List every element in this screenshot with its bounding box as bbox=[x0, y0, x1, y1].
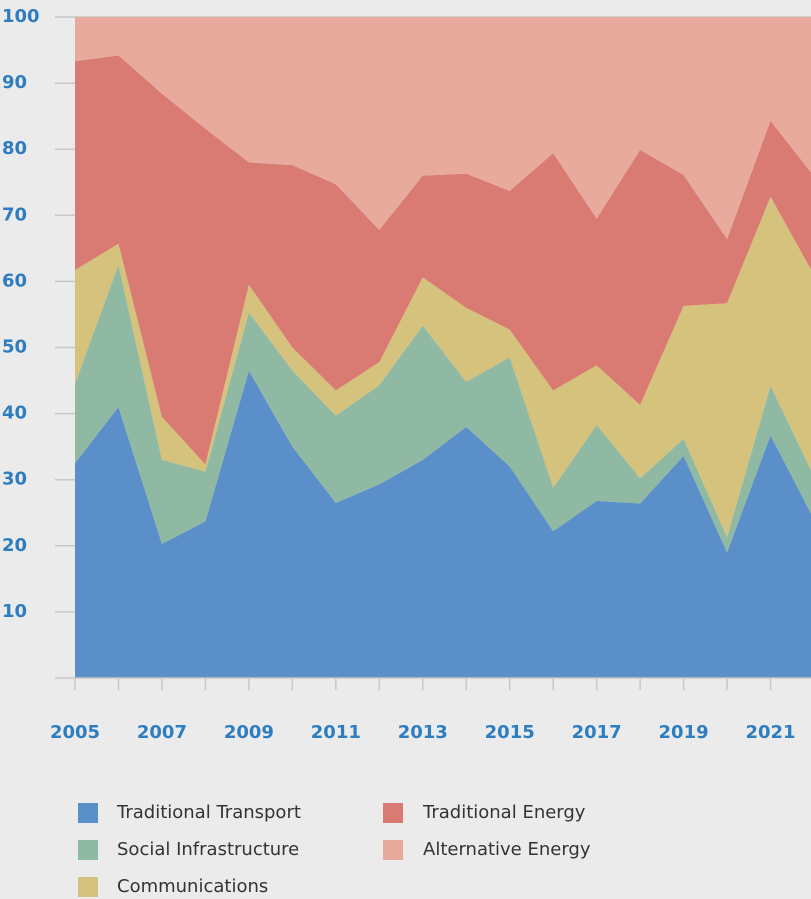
y-tick-label: 60 bbox=[2, 270, 27, 291]
x-tick-label: 2017 bbox=[572, 722, 622, 743]
area bbox=[75, 55, 811, 465]
area bbox=[75, 17, 811, 240]
y-tick-label: 10 bbox=[2, 601, 27, 622]
x-tick-label: 2009 bbox=[224, 722, 274, 743]
y-tick-label: 20 bbox=[2, 535, 27, 556]
x-tick-label: 2007 bbox=[137, 722, 187, 743]
y-tick-label: 100 bbox=[2, 6, 40, 27]
y-tick-label: 30 bbox=[2, 469, 27, 490]
legend-label: Alternative Energy bbox=[423, 839, 591, 860]
legend-swatch bbox=[383, 803, 403, 823]
legend-swatch bbox=[78, 877, 98, 897]
y-tick-label: 40 bbox=[2, 403, 27, 424]
x-tick-label: 2021 bbox=[745, 722, 795, 743]
area bbox=[75, 264, 811, 553]
legend-label: Communications bbox=[117, 876, 268, 897]
area bbox=[75, 196, 811, 538]
x-tick-label: 2005 bbox=[50, 722, 100, 743]
legend-swatch bbox=[78, 840, 98, 860]
legend-label: Traditional Transport bbox=[116, 802, 301, 823]
y-tick-label: 80 bbox=[2, 138, 27, 159]
legend-swatch bbox=[78, 803, 98, 823]
x-tick-label: 2019 bbox=[659, 722, 709, 743]
legend-swatch bbox=[383, 840, 403, 860]
y-tick-label: 50 bbox=[2, 337, 27, 358]
y-tick-label: 90 bbox=[2, 72, 27, 93]
area bbox=[75, 370, 811, 678]
legend-label: Social Infrastructure bbox=[117, 839, 299, 860]
legend-label: Traditional Energy bbox=[422, 802, 586, 823]
y-tick-label: 70 bbox=[2, 204, 27, 225]
x-tick-label: 2013 bbox=[398, 722, 448, 743]
x-tick-label: 2015 bbox=[485, 722, 535, 743]
x-tick-label: 2011 bbox=[311, 722, 361, 743]
